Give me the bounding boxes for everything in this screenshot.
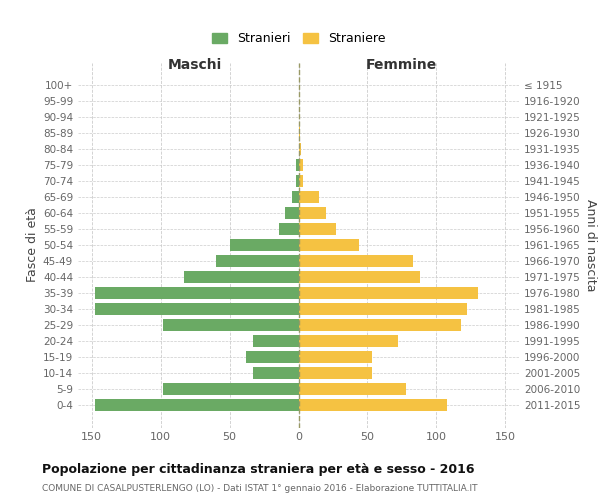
Bar — [95, 303, 299, 315]
Bar — [95, 399, 299, 411]
Bar — [216, 255, 299, 267]
Bar — [299, 351, 371, 363]
Bar — [299, 255, 413, 267]
Text: Popolazione per cittadinanza straniera per età e sesso - 2016: Popolazione per cittadinanza straniera p… — [42, 462, 475, 475]
Bar — [246, 351, 299, 363]
Bar — [299, 271, 420, 283]
Text: Maschi: Maschi — [168, 58, 222, 72]
Bar — [163, 319, 299, 331]
Bar — [230, 239, 299, 251]
Bar — [299, 399, 448, 411]
Bar — [299, 127, 300, 139]
Bar — [299, 367, 371, 379]
Bar — [299, 159, 302, 171]
Bar — [299, 287, 478, 299]
Bar — [95, 287, 299, 299]
Bar — [299, 207, 326, 219]
Bar — [299, 191, 319, 203]
Legend: Stranieri, Straniere: Stranieri, Straniere — [208, 28, 389, 49]
Bar — [299, 319, 461, 331]
Bar — [299, 239, 359, 251]
Bar — [253, 335, 299, 347]
Bar — [296, 175, 299, 187]
Bar — [299, 175, 302, 187]
Text: Femmine: Femmine — [366, 58, 437, 72]
Bar — [253, 367, 299, 379]
Bar — [279, 223, 299, 235]
Bar — [299, 335, 398, 347]
Bar — [184, 271, 299, 283]
Bar — [163, 383, 299, 395]
Bar — [299, 303, 467, 315]
Bar — [299, 383, 406, 395]
Text: COMUNE DI CASALPUSTERLENGO (LO) - Dati ISTAT 1° gennaio 2016 - Elaborazione TUTT: COMUNE DI CASALPUSTERLENGO (LO) - Dati I… — [42, 484, 478, 493]
Bar — [285, 207, 299, 219]
Y-axis label: Anni di nascita: Anni di nascita — [584, 198, 597, 291]
Bar — [299, 223, 336, 235]
Bar — [299, 143, 301, 155]
Y-axis label: Fasce di età: Fasce di età — [26, 208, 39, 282]
Bar — [296, 159, 299, 171]
Bar — [292, 191, 299, 203]
